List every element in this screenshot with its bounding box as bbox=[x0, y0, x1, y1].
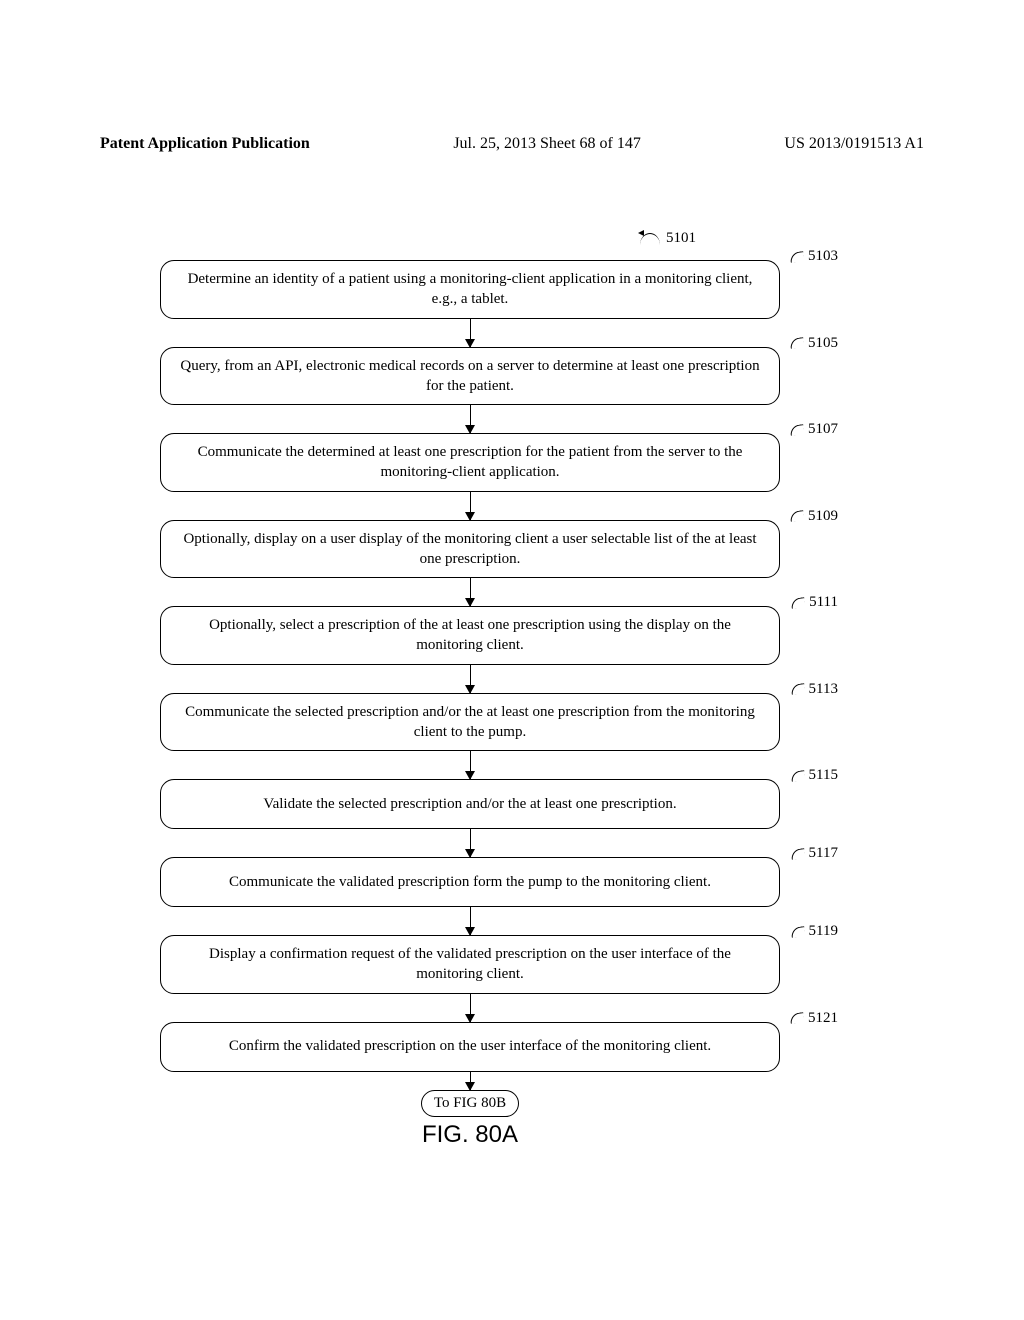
figure-label: FIG. 80A bbox=[422, 1121, 518, 1149]
lead-line-icon bbox=[789, 510, 804, 522]
lead-line-icon bbox=[790, 926, 805, 938]
step-reference: 5109 bbox=[790, 508, 838, 525]
flow-step: 5111 Optionally, select a prescription o… bbox=[160, 606, 780, 665]
lead-line-icon bbox=[640, 233, 660, 245]
lead-line-icon bbox=[790, 770, 805, 782]
flowchart: 5103 Determine an identity of a patient … bbox=[160, 260, 780, 1149]
step-box: Display a confirmation request of the va… bbox=[160, 935, 780, 994]
step-reference: 5119 bbox=[791, 923, 838, 940]
step-reference: 5107 bbox=[790, 421, 838, 438]
lead-line-icon bbox=[789, 337, 804, 349]
arrow-down-icon bbox=[470, 492, 471, 520]
top-reference: 5101 bbox=[640, 230, 780, 247]
step-reference: 5113 bbox=[791, 681, 838, 698]
arrow-down-icon bbox=[470, 665, 471, 693]
arrow-down-icon bbox=[470, 1072, 471, 1090]
arrow-down-icon bbox=[470, 319, 471, 347]
step-box: Communicate the selected prescription an… bbox=[160, 693, 780, 752]
step-box: Communicate the determined at least one … bbox=[160, 433, 780, 492]
flow-step: 5121 Confirm the validated prescription … bbox=[160, 1022, 780, 1072]
step-box: Validate the selected prescription and/o… bbox=[160, 779, 780, 829]
arrow-down-icon bbox=[470, 829, 471, 857]
flow-step: 5105 Query, from an API, electronic medi… bbox=[160, 347, 780, 406]
step-reference: 5115 bbox=[791, 767, 838, 784]
arrow-down-icon bbox=[470, 907, 471, 935]
lead-line-icon bbox=[790, 597, 805, 609]
flow-step: 5103 Determine an identity of a patient … bbox=[160, 260, 780, 319]
step-box: Optionally, select a prescription of the… bbox=[160, 606, 780, 665]
flow-step: 5107 Communicate the determined at least… bbox=[160, 433, 780, 492]
flow-step: 5109 Optionally, display on a user displ… bbox=[160, 520, 780, 579]
flow-step: 5117 Communicate the validated prescript… bbox=[160, 857, 780, 907]
arrow-down-icon bbox=[470, 751, 471, 779]
step-reference: 5117 bbox=[791, 845, 838, 862]
step-box: Communicate the validated prescription f… bbox=[160, 857, 780, 907]
step-reference: 5111 bbox=[791, 594, 838, 611]
header-center: Jul. 25, 2013 Sheet 68 of 147 bbox=[453, 135, 641, 153]
flow-step: 5115 Validate the selected prescription … bbox=[160, 779, 780, 829]
arrow-down-icon bbox=[470, 994, 471, 1022]
lead-line-icon bbox=[789, 251, 804, 263]
connector-box: To FIG 80B bbox=[421, 1090, 519, 1117]
page-header: Patent Application Publication Jul. 25, … bbox=[100, 135, 924, 153]
lead-line-icon bbox=[789, 424, 804, 436]
lead-line-icon bbox=[789, 1012, 804, 1024]
step-box: Determine an identity of a patient using… bbox=[160, 260, 780, 319]
step-reference: 5121 bbox=[790, 1010, 838, 1027]
lead-line-icon bbox=[790, 848, 805, 860]
header-right: US 2013/0191513 A1 bbox=[784, 135, 924, 153]
header-left: Patent Application Publication bbox=[100, 135, 310, 153]
arrow-down-icon bbox=[470, 405, 471, 433]
lead-line-icon bbox=[790, 683, 805, 695]
step-reference: 5105 bbox=[790, 335, 838, 352]
flow-step: 5113 Communicate the selected prescripti… bbox=[160, 693, 780, 752]
step-box: Confirm the validated prescription on th… bbox=[160, 1022, 780, 1072]
step-box: Query, from an API, electronic medical r… bbox=[160, 347, 780, 406]
step-reference: 5103 bbox=[790, 248, 838, 265]
arrow-down-icon bbox=[470, 578, 471, 606]
top-reference-label: 5101 bbox=[666, 230, 696, 247]
flow-step: 5119 Display a confirmation request of t… bbox=[160, 935, 780, 994]
step-box: Optionally, display on a user display of… bbox=[160, 520, 780, 579]
